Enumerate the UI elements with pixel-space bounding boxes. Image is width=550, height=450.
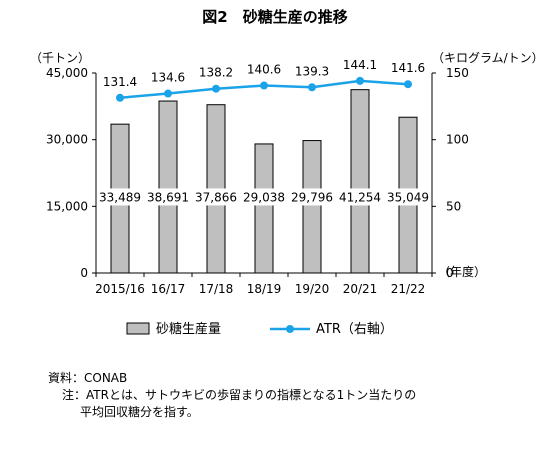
bar-value-label-bg: [98, 188, 142, 206]
atr-value-label: 134.6: [151, 71, 185, 85]
legend-bar-label: 砂糖生産量: [156, 321, 221, 337]
bar: [254, 143, 274, 274]
bar-value-label: 38,691: [147, 190, 189, 204]
atr-value-label: 138.2: [199, 66, 233, 80]
x-axis-tick-label: 18/19: [247, 282, 282, 296]
bar: [158, 100, 178, 274]
legend-bar-swatch: [126, 322, 150, 335]
left-axis-tick-label: 0: [80, 266, 88, 280]
bar-value-label: 41,254: [339, 190, 381, 204]
atr-value-label: 140.6: [247, 63, 281, 77]
atr-value-label: 144.1: [343, 58, 377, 72]
atr-point: [356, 76, 364, 85]
right-axis-tick-label: 100: [446, 133, 469, 147]
chart-legend: 砂糖生産量 ATR（右軸）: [126, 321, 393, 337]
legend-line-label: ATR（右軸）: [316, 322, 393, 337]
atr-value-label: 139.3: [295, 64, 329, 78]
left-axis-tick-label: 45,000: [46, 66, 88, 80]
atr-point: [260, 81, 268, 90]
right-axis-unit-label: （キログラム/トン）: [432, 51, 544, 65]
bar: [302, 140, 322, 274]
left-axis-unit-label: （千トン）: [30, 51, 90, 65]
left-axis-tick-label: 30,000: [46, 133, 88, 147]
sugar-production-chart: 図2 砂糖生産の推移 （千トン） （キログラム/トン） （年度） 0 15,000…: [30, 8, 544, 337]
bar-value-label-bg: [290, 188, 334, 206]
x-axis-tick-label: 19/20: [295, 282, 330, 296]
bar-value-label: 33,489: [99, 190, 141, 204]
right-axis-tick-label: 0: [446, 266, 454, 280]
bar-value-label-bg: [194, 188, 238, 206]
x-axis-tick-label: 20/21: [343, 282, 378, 296]
x-axis-tick-label: 16/17: [151, 282, 186, 296]
bar-value-label-bg: [386, 188, 430, 206]
x-axis-unit-label: （年度）: [438, 264, 486, 279]
bar-value-label-bg: [242, 188, 286, 206]
x-axis-tick-label: 17/18: [199, 282, 234, 296]
legend-line-marker: [286, 325, 294, 333]
right-axis-tick-label: 50: [446, 199, 461, 213]
bar: [350, 89, 370, 274]
atr-value-label: 131.4: [103, 75, 137, 89]
atr-definition-note: 注：ATRとは、サトウキビの歩留まりの指標となる1トン当たりの: [62, 388, 417, 402]
atr-point: [116, 93, 124, 102]
source-note: 資料：CONAB: [48, 371, 128, 385]
chart-notes: 資料：CONAB 注：ATRとは、サトウキビの歩留まりの指標となる1トン当たりの…: [48, 370, 416, 421]
x-axis-tick-label: 2015/16: [95, 282, 145, 296]
atr-value-label: 141.6: [391, 61, 425, 75]
chart-title: 図2 砂糖生産の推移: [202, 8, 347, 26]
bar-value-label: 29,796: [291, 190, 333, 204]
atr-point: [404, 80, 412, 89]
x-axis-tick-label: 21/22: [391, 282, 426, 296]
bar-value-label-bg: [338, 188, 382, 206]
bar-value-label-bg: [146, 188, 190, 206]
atr-point: [308, 83, 316, 92]
atr-point: [164, 89, 172, 98]
bar-value-label: 29,038: [243, 190, 285, 204]
bar-value-label: 37,866: [195, 190, 237, 204]
atr-definition-note-cont: 平均回収糖分を指す。: [80, 405, 199, 419]
left-axis-tick-label: 15,000: [46, 199, 88, 213]
bar-value-label: 35,049: [387, 190, 429, 204]
right-axis-tick-label: 150: [446, 66, 469, 80]
atr-point: [212, 84, 220, 93]
